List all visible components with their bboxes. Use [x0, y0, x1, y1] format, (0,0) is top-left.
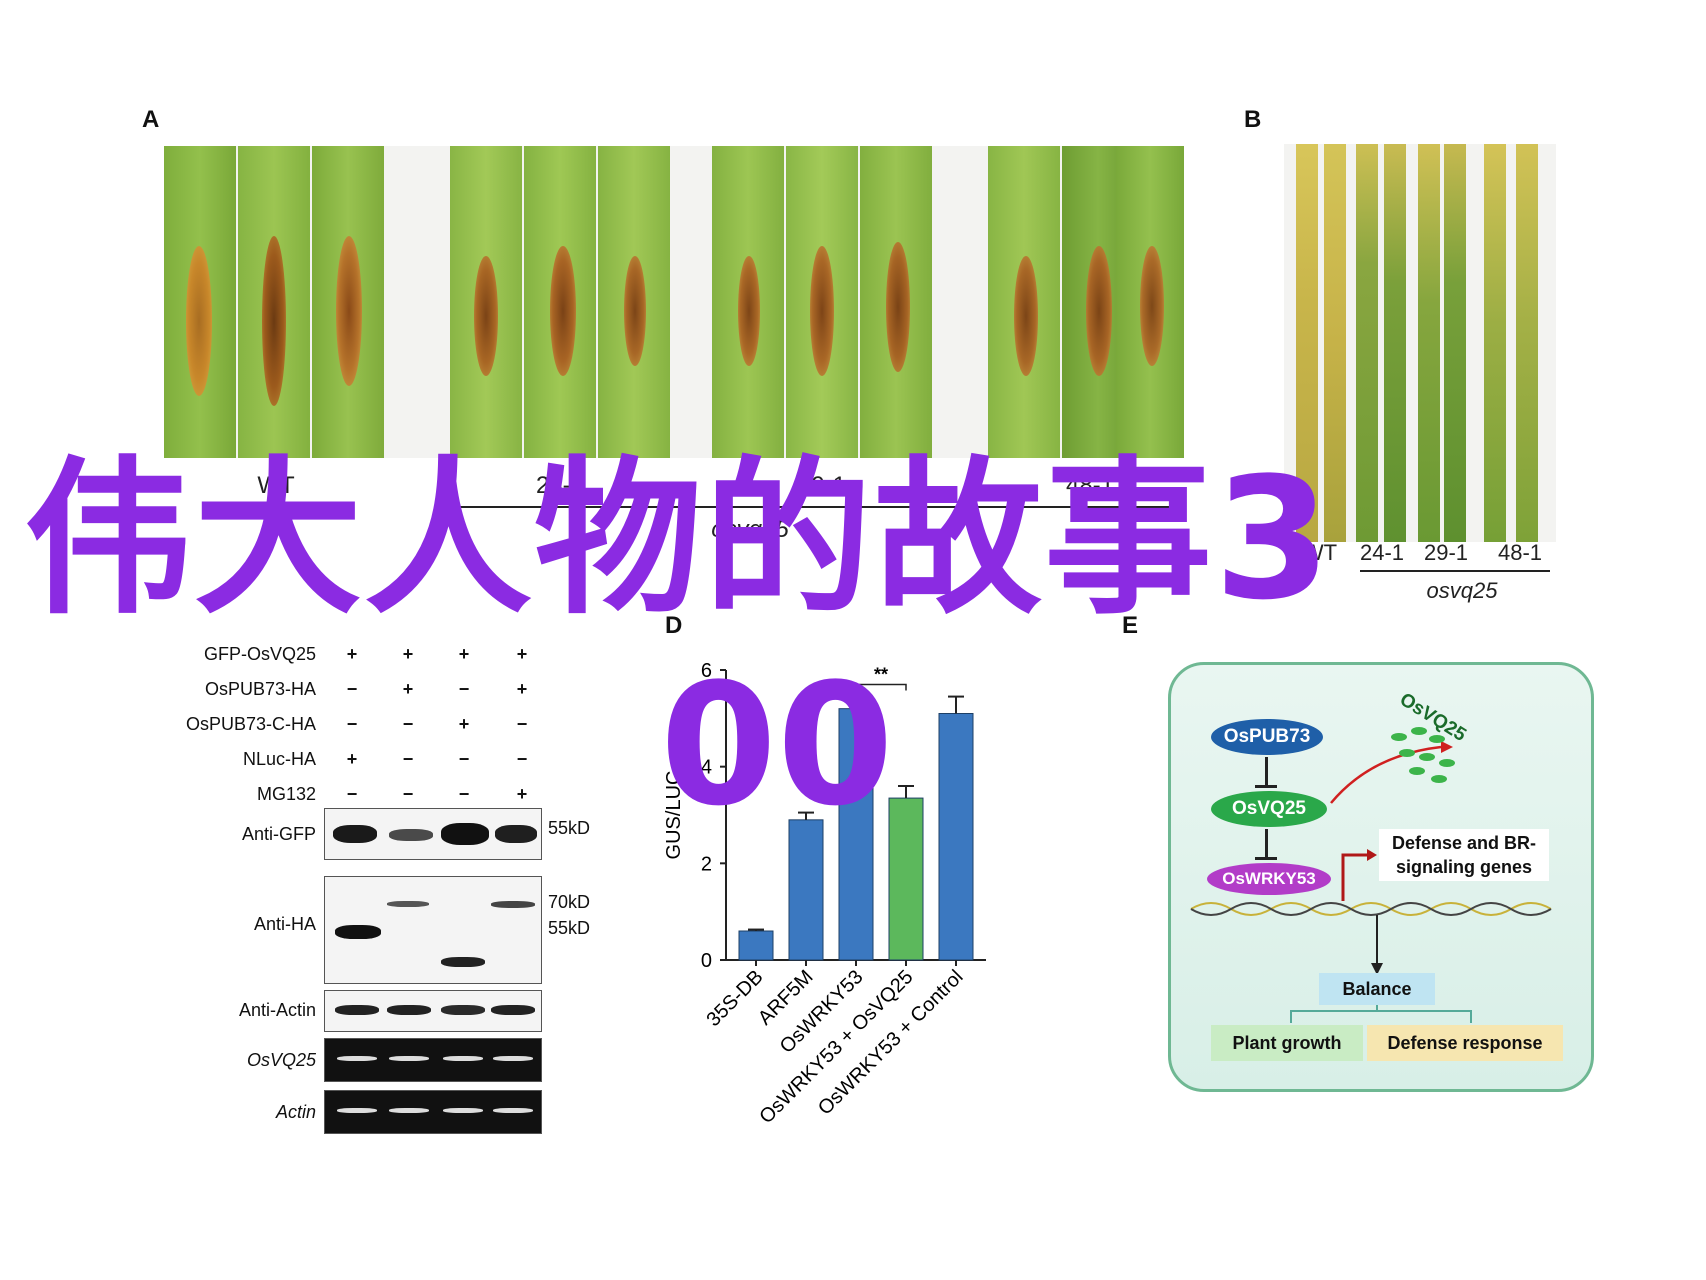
wb-label-ospub73-c-ha: OsPUB73-C-HA: [185, 714, 316, 734]
panel-a-leaf-photo: [164, 146, 1184, 458]
blot-label-anti-ha: Anti-HA: [253, 914, 316, 934]
panel-b-genotype: osvq25: [1426, 578, 1498, 603]
wb-sign: +: [346, 749, 358, 769]
blot-label-anti-gfp: Anti-GFP: [241, 824, 316, 844]
wb-sign: −: [458, 749, 470, 769]
bar: [838, 708, 874, 961]
wb-sign: +: [402, 644, 414, 664]
wb-sign: +: [458, 644, 470, 664]
node-balance: Balance: [1319, 973, 1435, 1005]
overlay-title-line2: 00: [660, 647, 894, 843]
panel-letter-d: D: [665, 612, 683, 639]
panel-b-label-29-1: 29-1: [1423, 540, 1469, 565]
wb-sign: +: [458, 714, 470, 734]
bar: [788, 819, 824, 961]
significance-bracket: [855, 683, 907, 691]
label-target-genes: Defense and BR- signaling genes: [1379, 829, 1549, 881]
panel-a-group-line: [440, 506, 1180, 508]
blot-anti-actin: [324, 990, 542, 1032]
blot-osvq25: [324, 1038, 542, 1082]
panel-a-genotype: osvq25: [711, 516, 789, 543]
panel-a-label-24-1: 24-1: [535, 472, 585, 499]
bar: [938, 713, 974, 961]
wb-label-mg132: MG132: [256, 784, 316, 804]
y-tick-label: 6: [701, 660, 712, 682]
wb-sign: −: [516, 749, 528, 769]
blot-label-actin: Actin: [275, 1102, 316, 1122]
wb-sign: −: [346, 784, 358, 804]
inhibit-line-1: [1265, 757, 1268, 787]
panel-a-label-29-1: 29-1: [797, 472, 847, 499]
y-tick-label: 4: [701, 757, 712, 779]
blot-anti-ha: [324, 876, 542, 984]
y-tick-label: 2: [701, 853, 712, 875]
marker-55kd-gfp: 55kD: [548, 818, 591, 838]
wb-sign: −: [402, 784, 414, 804]
wb-sign: +: [346, 644, 358, 664]
panel-b-label-48-1: 48-1: [1497, 540, 1543, 565]
wb-label-nluc-ha: NLuc-HA: [242, 749, 316, 769]
wb-sign: +: [516, 644, 528, 664]
inhibit-bar-1: [1255, 785, 1277, 788]
y-tick-label: 0: [701, 950, 712, 972]
wb-sign: −: [516, 714, 528, 734]
significance-label: **: [874, 665, 888, 685]
panel-letter-b: B: [1244, 106, 1262, 133]
wb-label-ospub73-ha: OsPUB73-HA: [204, 679, 316, 699]
bar: [738, 930, 774, 961]
label-target-genes-line1: Defense and BR-: [1391, 833, 1537, 853]
overlay-title-line1: 伟大人物的故事3: [24, 441, 1333, 637]
blot-label-osvq25: OsVQ25: [246, 1050, 316, 1070]
blot-label-anti-actin: Anti-Actin: [238, 1000, 316, 1020]
panel-b-group-line: [1360, 570, 1550, 572]
blot-anti-gfp: [324, 808, 542, 860]
wb-sign: −: [402, 749, 414, 769]
marker-70kd-ha: 70kD: [548, 892, 591, 912]
panel-b-label-wt: WT: [1302, 540, 1338, 565]
label-target-genes-line2: signaling genes: [1395, 857, 1533, 877]
panel-letter-e: E: [1122, 612, 1139, 639]
node-ospub73: OsPUB73: [1211, 719, 1323, 755]
wb-sign: −: [458, 784, 470, 804]
panel-b-label-24-1: 24-1: [1359, 540, 1405, 565]
wb-sign: +: [402, 679, 414, 699]
node-defense-response: Defense response: [1367, 1025, 1563, 1061]
panel-a-label-48-1: 48-1: [1065, 472, 1115, 499]
marker-55kd-ha: 55kD: [548, 918, 591, 938]
wb-sign: −: [346, 679, 358, 699]
wb-label-gfp-osvq25: GFP-OsVQ25: [203, 644, 316, 664]
y-axis-label: GUS/LUC: [663, 771, 685, 860]
panel-letter-a: A: [142, 106, 160, 133]
inhibit-bar-2: [1255, 857, 1277, 860]
panel-e-model-diagram: OsPUB73 OsVQ25 OsWRKY53 OsVQ25 Defense a…: [1168, 662, 1594, 1092]
inhibit-line-2: [1265, 829, 1268, 859]
wb-sign: −: [346, 714, 358, 734]
blot-actin: [324, 1090, 542, 1134]
panel-b-leaf-photo: [1284, 144, 1556, 542]
node-osvq25: OsVQ25: [1211, 791, 1327, 827]
node-plant-growth: Plant growth: [1211, 1025, 1363, 1061]
bar: [888, 797, 924, 961]
panel-a-label-wt: WT: [257, 472, 295, 499]
x-tick-label: 35S-DB: [702, 966, 767, 1031]
node-oswrky53: OsWRKY53: [1207, 863, 1331, 895]
wb-sign: −: [458, 679, 470, 699]
wb-sign: +: [516, 679, 528, 699]
wb-sign: −: [402, 714, 414, 734]
model-arrows: [1190, 727, 1552, 1023]
wb-sign: +: [516, 784, 528, 804]
